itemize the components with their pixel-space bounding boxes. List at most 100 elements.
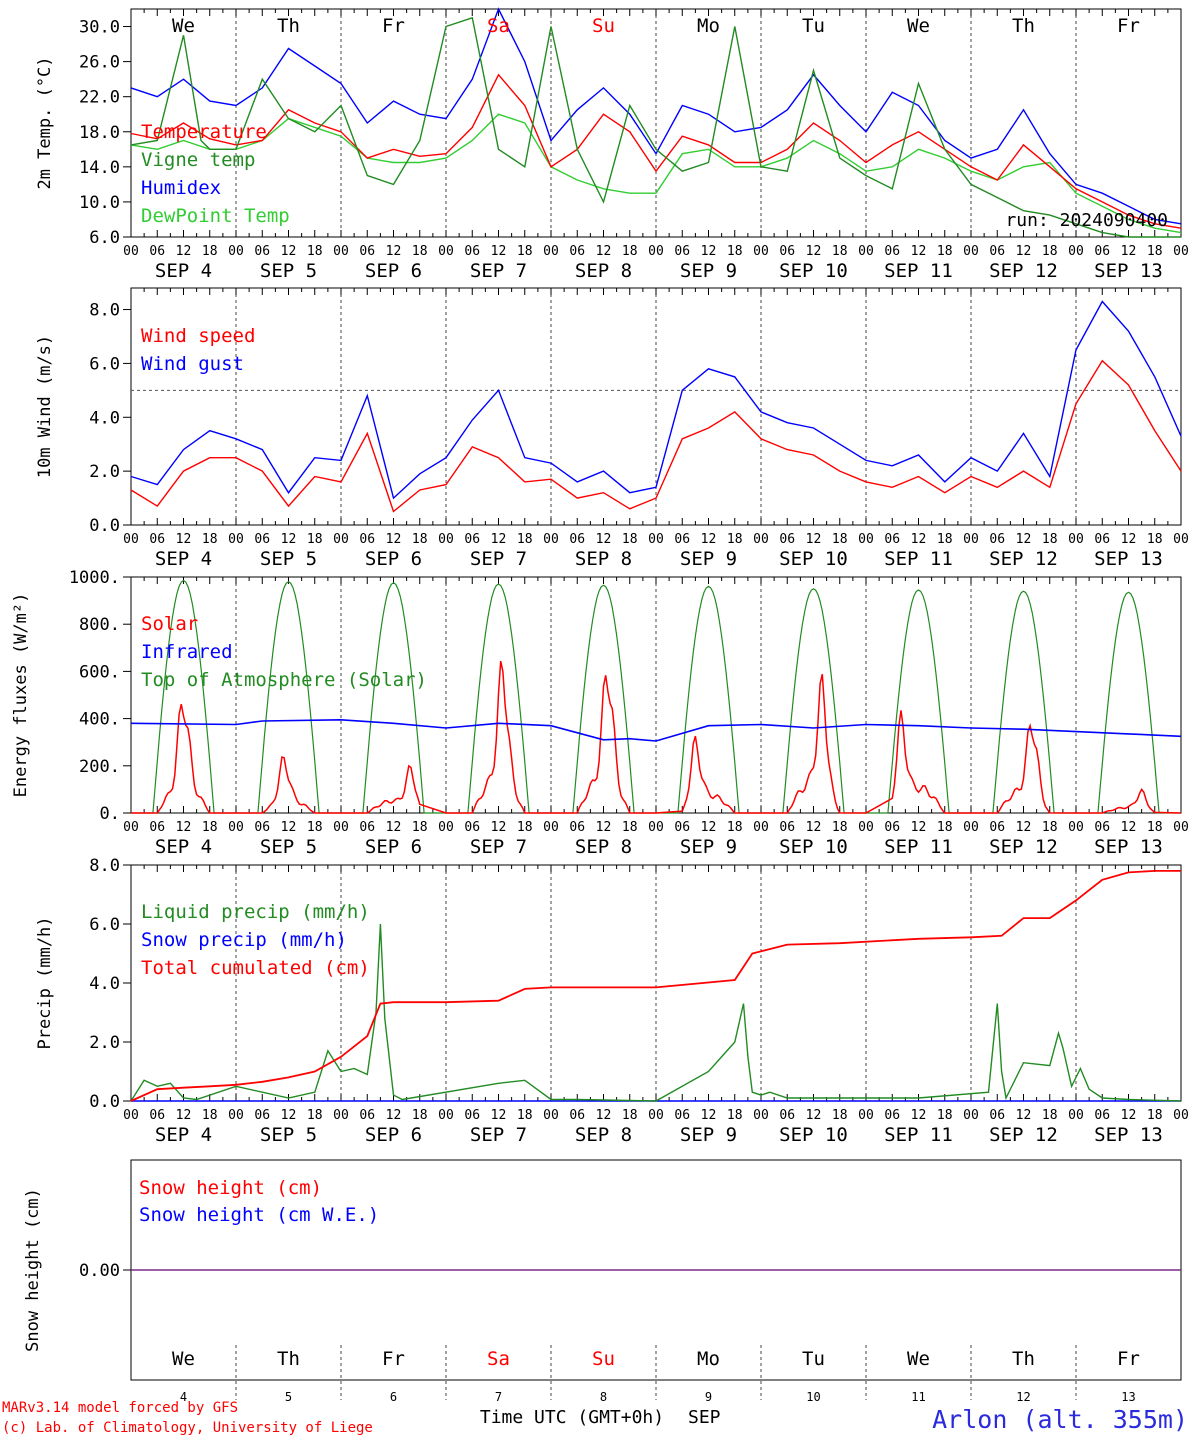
hour-tick-label: 12 [911,820,927,835]
date-label: SEP 7 [470,260,527,282]
hour-tick-label: 18 [412,532,428,547]
hour-tick-label: 18 [727,244,743,259]
day-number-label: 6 [390,1390,397,1404]
hour-tick-label: 18 [1042,820,1058,835]
hour-tick-label: 18 [202,820,218,835]
hour-tick-label: 12 [491,1108,507,1123]
footer-credit-line1: MARv3.14 model forced by GFS [2,1400,238,1416]
hour-tick-label: 12 [596,1108,612,1123]
legend-entry: Infrared [141,641,233,663]
legend-entry: Wind speed [141,325,255,347]
date-label: SEP 6 [365,548,422,570]
hour-tick-label: 00 [1068,244,1084,259]
y-tick-label: 18.0 [79,123,120,143]
weekday-label: Th [277,1348,300,1370]
legend-entry: DewPoint Temp [141,205,290,227]
run-annotation: run: 2024090400 [1005,210,1168,231]
hour-tick-label: 18 [412,244,428,259]
day-number-label: 7 [495,1390,502,1404]
hour-tick-label: 06 [254,1108,270,1123]
hour-tick-label: 18 [622,532,638,547]
weekday-label: Mo [697,15,720,37]
panels: 6.0 10.0 14.0 18.0 22.0 26.0 30.0 2m Temp. (°C)… [11,7,1189,1404]
legend-entry: Solar [141,613,198,635]
y-axis-label: 2m Temp. (°C) [35,56,55,189]
hour-tick-label: 12 [386,1108,402,1123]
hour-tick-label: 00 [1068,532,1084,547]
hour-tick-label: 06 [674,1108,690,1123]
weekday-label: Th [1012,15,1035,37]
hour-tick-label: 18 [1147,820,1163,835]
hour-tick-label: 12 [176,820,192,835]
date-label: SEP 5 [260,836,317,858]
date-label: SEP 8 [575,260,632,282]
hour-tick-label: 00 [753,244,769,259]
date-label: SEP 9 [680,260,737,282]
hour-tick-label: 06 [569,244,585,259]
hour-tick-label: 18 [622,244,638,259]
y-tick-label: 1000. [69,568,120,588]
series-line-infrared [130,718,1182,742]
hour-tick-label: 12 [1121,244,1137,259]
hour-tick-label: 00 [123,820,139,835]
day-number-label: 4 [180,1390,187,1404]
y-tick-label: 4.0 [89,974,120,994]
weekday-label: Mo [697,1348,720,1370]
hour-tick-label: 06 [464,244,480,259]
date-label: SEP 13 [1094,260,1163,282]
hour-tick-label: 06 [989,820,1005,835]
day-number-label: 5 [285,1390,292,1404]
date-label: SEP 4 [155,548,212,570]
hour-tick-label: 06 [989,244,1005,259]
hour-tick-label: 12 [806,1108,822,1123]
date-label: SEP 11 [884,836,953,858]
y-tick-label: 400. [79,710,120,730]
hour-tick-label: 00 [438,1108,454,1123]
hour-tick-label: 18 [832,244,848,259]
hour-tick-label: 00 [438,532,454,547]
hour-tick-label: 06 [674,820,690,835]
hour-tick-label: 12 [281,532,297,547]
hour-tick-label: 12 [1016,1108,1032,1123]
hour-tick-label: 06 [779,820,795,835]
panel-temperature: 6.0 10.0 14.0 18.0 22.0 26.0 30.0 2m Temp. (°C)… [35,7,1189,282]
hour-tick-label: 00 [963,244,979,259]
hour-tick-label: 12 [701,244,717,259]
hour-tick-label: 00 [648,820,664,835]
hour-tick-label: 18 [727,532,743,547]
date-label: SEP 9 [680,836,737,858]
series-line-cumulated [130,870,1181,1102]
hour-tick-label: 00 [228,820,244,835]
hour-tick-label: 00 [228,1108,244,1123]
day-number-label: 9 [705,1390,712,1404]
date-label: SEP 11 [884,1124,953,1146]
hour-tick-label: 06 [779,532,795,547]
hour-tick-label: 00 [543,532,559,547]
weekday-label: Fr [382,15,405,37]
hour-tick-label: 12 [491,244,507,259]
hour-tick-label: 12 [911,244,927,259]
weekday-label: Sa [487,1348,510,1370]
weekday-label: Fr [1117,15,1140,37]
legend-entry: Snow precip (mm/h) [141,929,347,951]
hour-tick-label: 12 [1121,820,1137,835]
hour-tick-label: 00 [858,820,874,835]
hour-tick-label: 06 [359,244,375,259]
hour-tick-label: 00 [543,820,559,835]
y-tick-label: 0. [100,804,120,824]
weekday-label: Fr [1117,1348,1140,1370]
hour-tick-label: 18 [307,244,323,259]
hour-tick-label: 00 [963,820,979,835]
hour-tick-label: 18 [517,1108,533,1123]
legend-entry: Temperature [141,121,267,143]
series-line-0 [130,73,1182,229]
day-number-label: 12 [1016,1390,1030,1404]
y-axis-label: Precip (mm/h) [35,916,55,1049]
hour-tick-label: 12 [911,1108,927,1123]
hour-tick-label: 00 [1173,1108,1189,1123]
series-line-3 [130,113,1182,234]
hour-tick-label: 06 [149,244,165,259]
date-label: SEP 9 [680,548,737,570]
y-tick-label: 8.0 [89,856,120,876]
hour-tick-label: 00 [1173,820,1189,835]
